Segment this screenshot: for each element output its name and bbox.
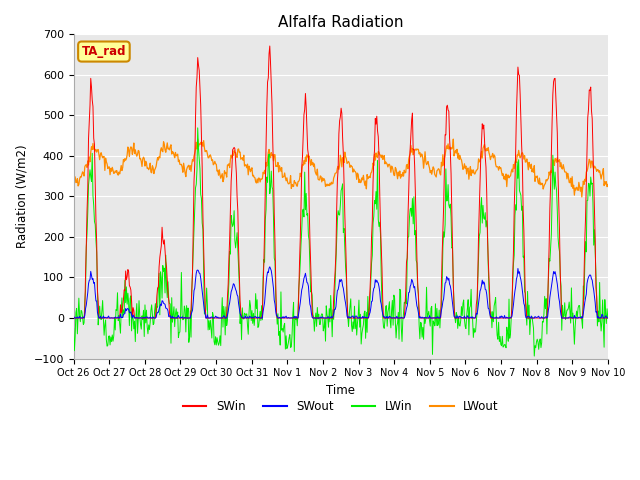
Line: LWin: LWin: [74, 128, 608, 356]
LWin: [79, 322, 87, 327]
LWout: [134, 148, 142, 154]
LWout: [604, 182, 612, 188]
SWin: [422, 315, 429, 321]
SWout: [422, 315, 430, 321]
SWin: [134, 315, 142, 321]
LWin: [134, 316, 142, 322]
Line: SWin: SWin: [74, 46, 608, 318]
Text: TA_rad: TA_rad: [82, 45, 126, 58]
LWin: [422, 316, 429, 322]
SWin: [217, 315, 225, 321]
LWout: [406, 151, 414, 156]
SWin: [79, 315, 87, 321]
X-axis label: Time: Time: [326, 384, 355, 397]
Legend: SWin, SWout, LWin, LWout: SWin, SWout, LWin, LWout: [178, 395, 504, 418]
LWout: [194, 136, 202, 142]
SWout: [604, 315, 612, 321]
LWin: [218, 314, 225, 320]
SWout: [189, 299, 197, 304]
LWin: [70, 325, 77, 331]
SWout: [218, 315, 225, 321]
SWout: [407, 282, 415, 288]
Line: SWout: SWout: [74, 267, 608, 318]
Title: Alfalfa Radiation: Alfalfa Radiation: [278, 15, 403, 30]
Line: LWout: LWout: [74, 139, 608, 197]
SWout: [266, 264, 274, 270]
SWin: [189, 269, 196, 275]
LWout: [79, 170, 87, 176]
SWin: [604, 315, 612, 321]
LWin: [531, 353, 538, 359]
LWout: [70, 177, 77, 183]
SWin: [406, 144, 414, 150]
LWout: [578, 194, 586, 200]
LWin: [604, 315, 612, 321]
Y-axis label: Radiation (W/m2): Radiation (W/m2): [15, 144, 28, 248]
LWin: [406, 206, 414, 212]
LWout: [422, 159, 429, 165]
SWin: [266, 43, 274, 49]
SWin: [70, 315, 77, 321]
LWin: [194, 125, 202, 131]
LWout: [189, 156, 196, 162]
LWout: [218, 173, 225, 179]
SWout: [70, 313, 77, 319]
SWout: [80, 315, 88, 321]
LWin: [189, 268, 196, 274]
SWout: [70, 315, 78, 321]
SWout: [135, 315, 143, 321]
